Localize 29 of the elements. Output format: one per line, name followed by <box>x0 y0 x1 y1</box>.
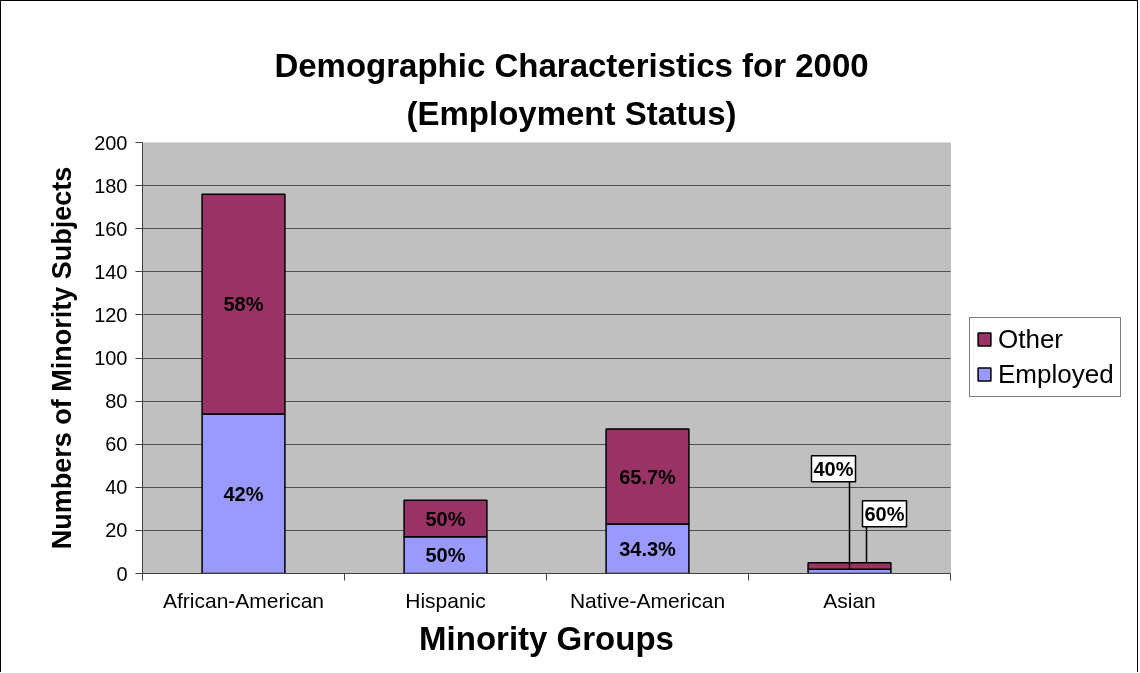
x-tick-label: Native-American <box>569 588 726 612</box>
annotation: 50% <box>425 507 466 530</box>
y-tick-label: 140 <box>94 260 128 283</box>
annotation: 58% <box>223 293 264 316</box>
y-tick-label: 80 <box>105 390 128 413</box>
y-tick-label: 180 <box>94 174 128 197</box>
annotation: 40% <box>813 457 854 480</box>
y-tick-label: 100 <box>94 347 128 369</box>
y-tick-label: 60 <box>105 433 128 456</box>
annotation: 50% <box>425 544 466 567</box>
legend-label: Employed <box>998 358 1114 390</box>
y-tick-label: 120 <box>94 303 128 326</box>
x-tick-label: Asian <box>823 588 876 612</box>
y-axis-title: Numbers of Minority Subjects <box>47 166 78 550</box>
legend-label: Other <box>998 323 1064 355</box>
annotation: 42% <box>223 482 264 505</box>
y-tick-label: 40 <box>105 476 128 499</box>
y-tick-label: 160 <box>94 217 128 240</box>
chart-subtitle: (Employment Status) <box>406 94 737 132</box>
y-tick-label: 0 <box>116 562 128 585</box>
x-tick-label: Hispanic <box>405 588 486 612</box>
annotation: 34.3% <box>619 537 677 560</box>
x-axis-title: Minority Groups <box>419 619 674 657</box>
y-tick-label: 200 <box>94 131 128 154</box>
y-tick-label: 20 <box>105 519 128 542</box>
x-tick-label: African-American <box>162 588 325 612</box>
chart-title: Demographic Characteristics for 2000 <box>274 46 869 84</box>
annotation: 60% <box>864 502 905 525</box>
annotation: 65.7% <box>619 465 677 488</box>
